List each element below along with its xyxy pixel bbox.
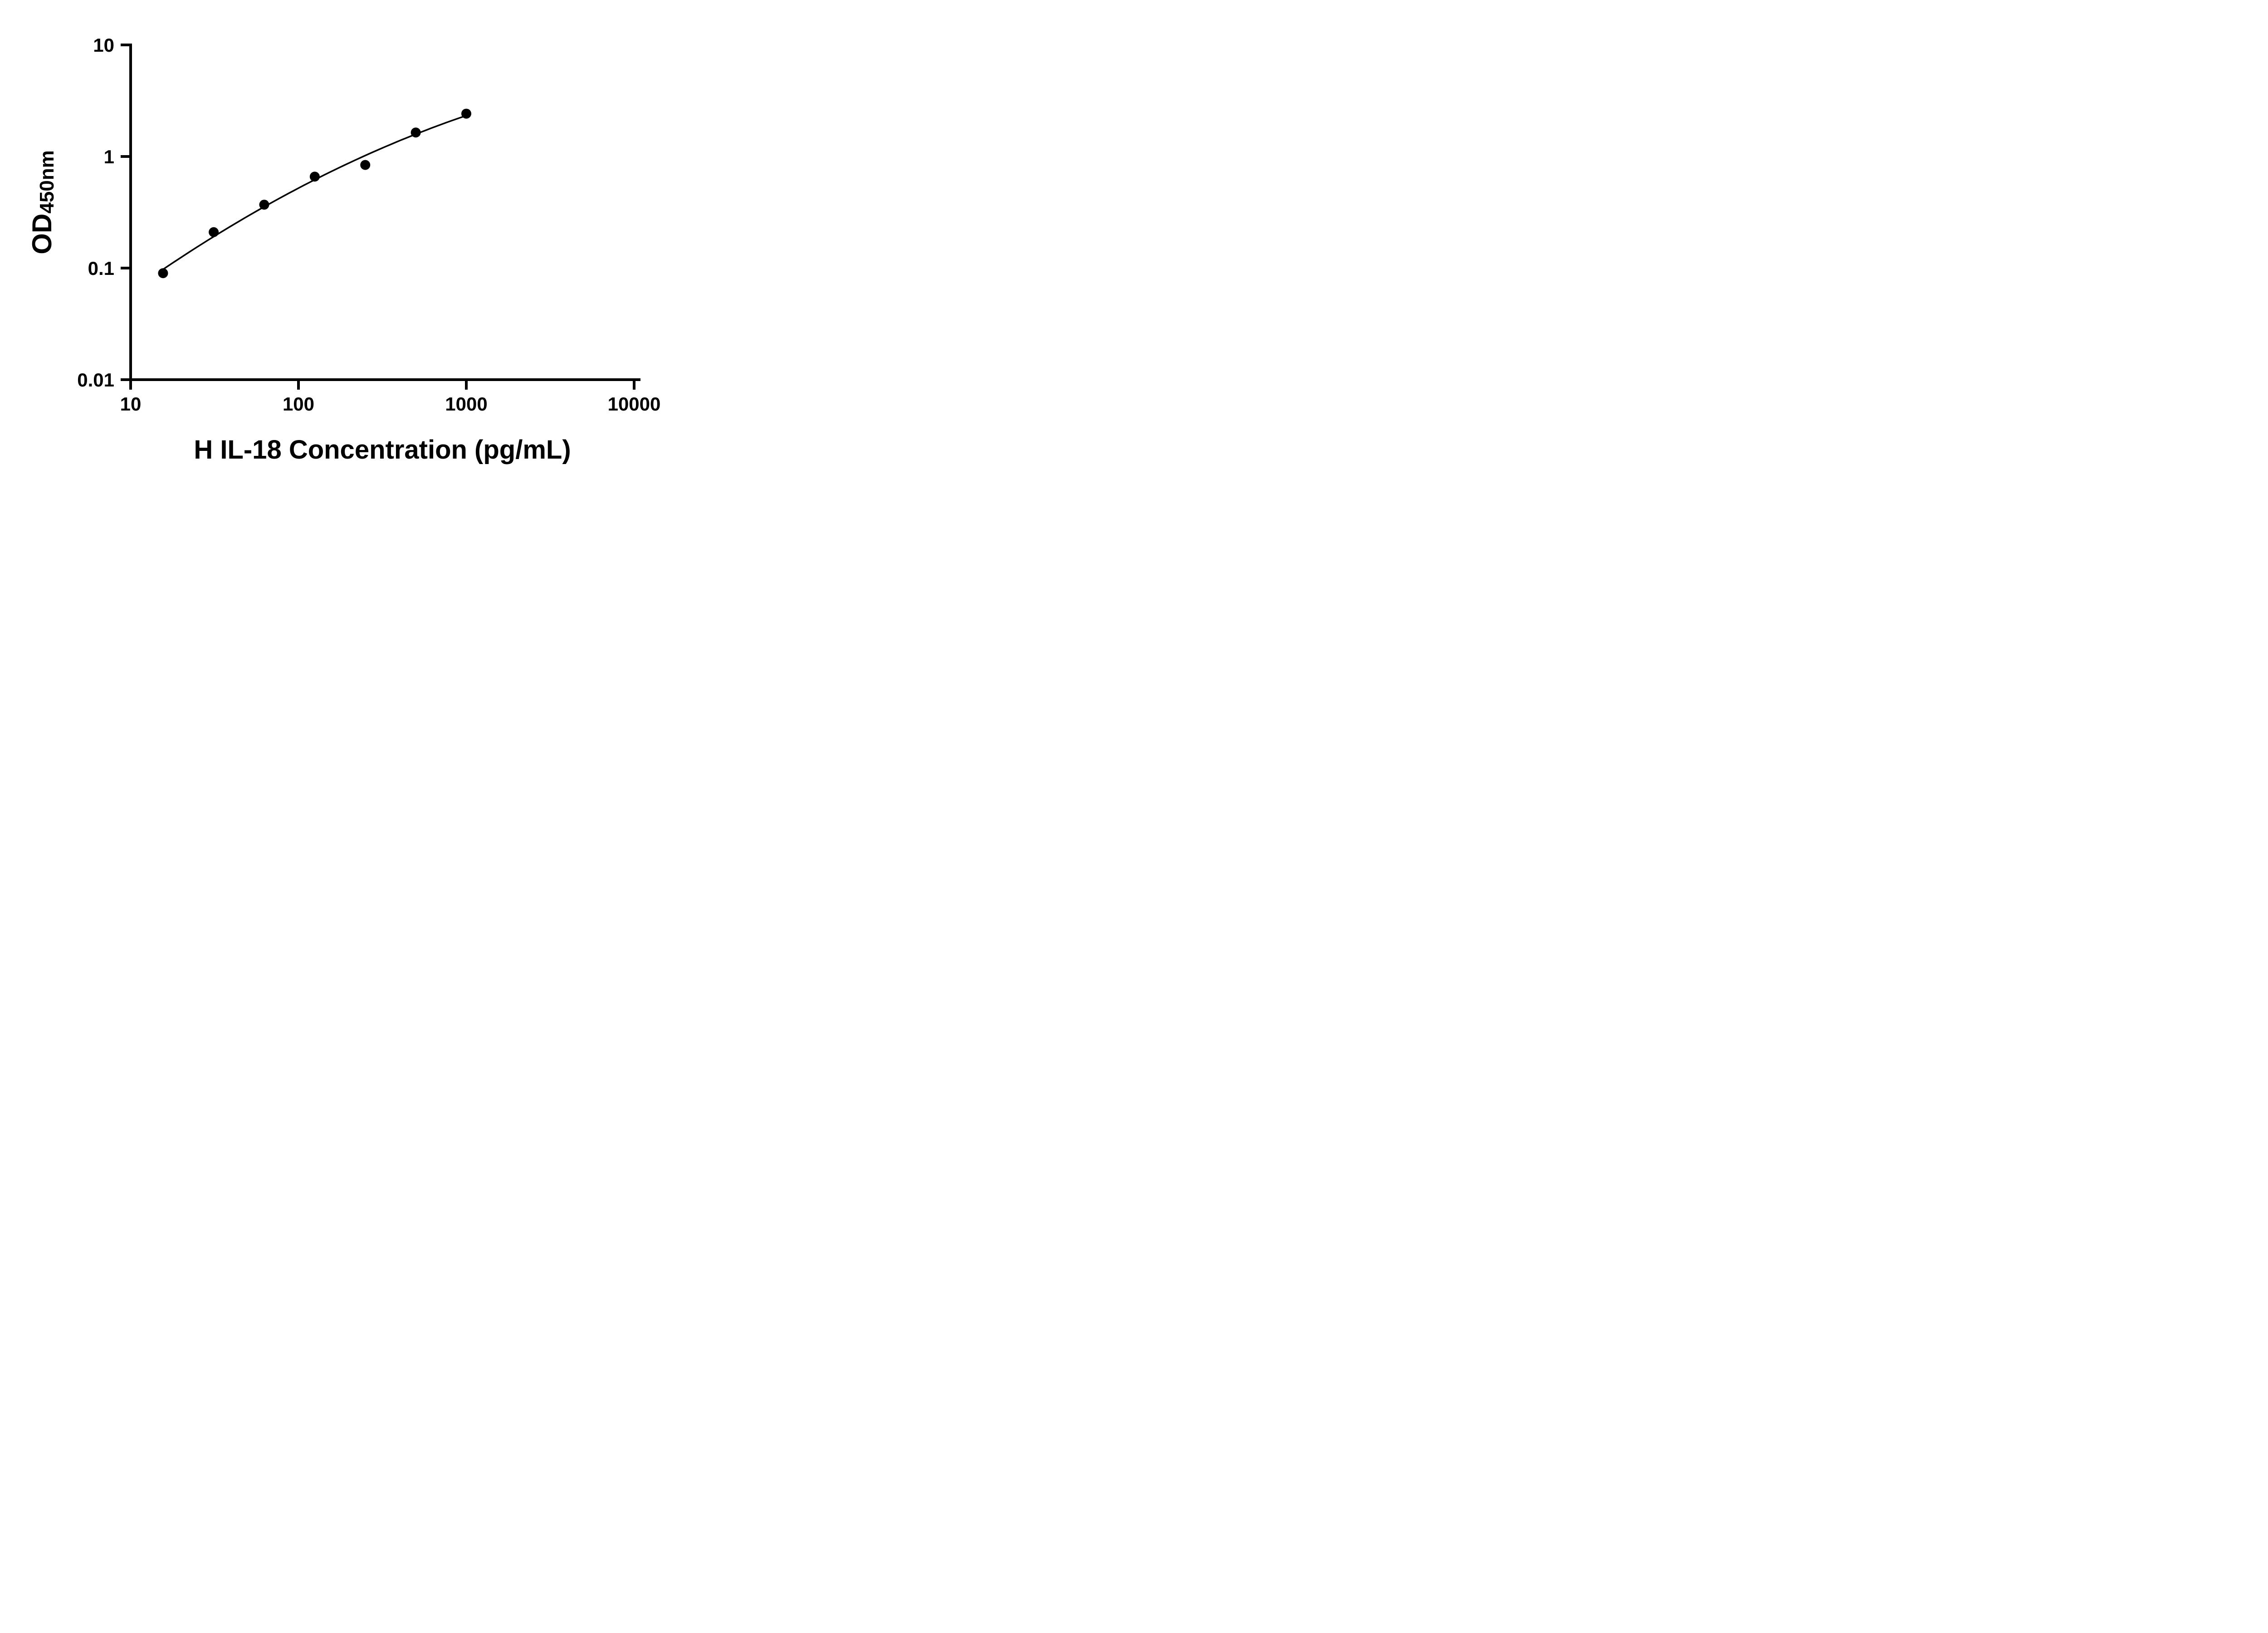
- y-tick-label: 0.01: [77, 369, 114, 391]
- plot-area: 10 100 1000 10000 0.01 0.1 1 10: [77, 34, 661, 415]
- y-axis-title-subscript: 450nm: [36, 150, 58, 214]
- y-tick-label: 0.1: [88, 258, 114, 279]
- x-tick-label: 10: [120, 393, 142, 415]
- trend-line: [162, 115, 467, 270]
- x-tick-label: 1000: [445, 393, 487, 415]
- data-point: [411, 127, 421, 138]
- x-axis-title: H IL-18 Concentration (pg/mL): [194, 435, 571, 464]
- data-point: [461, 108, 471, 119]
- y-tick-label: 10: [93, 34, 114, 56]
- data-point: [158, 268, 168, 279]
- data-point: [209, 227, 219, 237]
- elisa-standard-curve-figure: 10 100 1000 10000 0.01 0.1 1 10 OD 450nm H IL-18…: [0, 0, 698, 490]
- x-tick-label: 100: [283, 393, 314, 415]
- y-axis-title: OD 450nm: [26, 93, 59, 311]
- data-point: [309, 171, 320, 182]
- data-point: [259, 200, 269, 210]
- data-point: [360, 160, 371, 170]
- y-tick-label: 1: [104, 146, 114, 167]
- x-tick-label: 10000: [608, 393, 661, 415]
- y-axis-title-main: OD: [26, 213, 57, 254]
